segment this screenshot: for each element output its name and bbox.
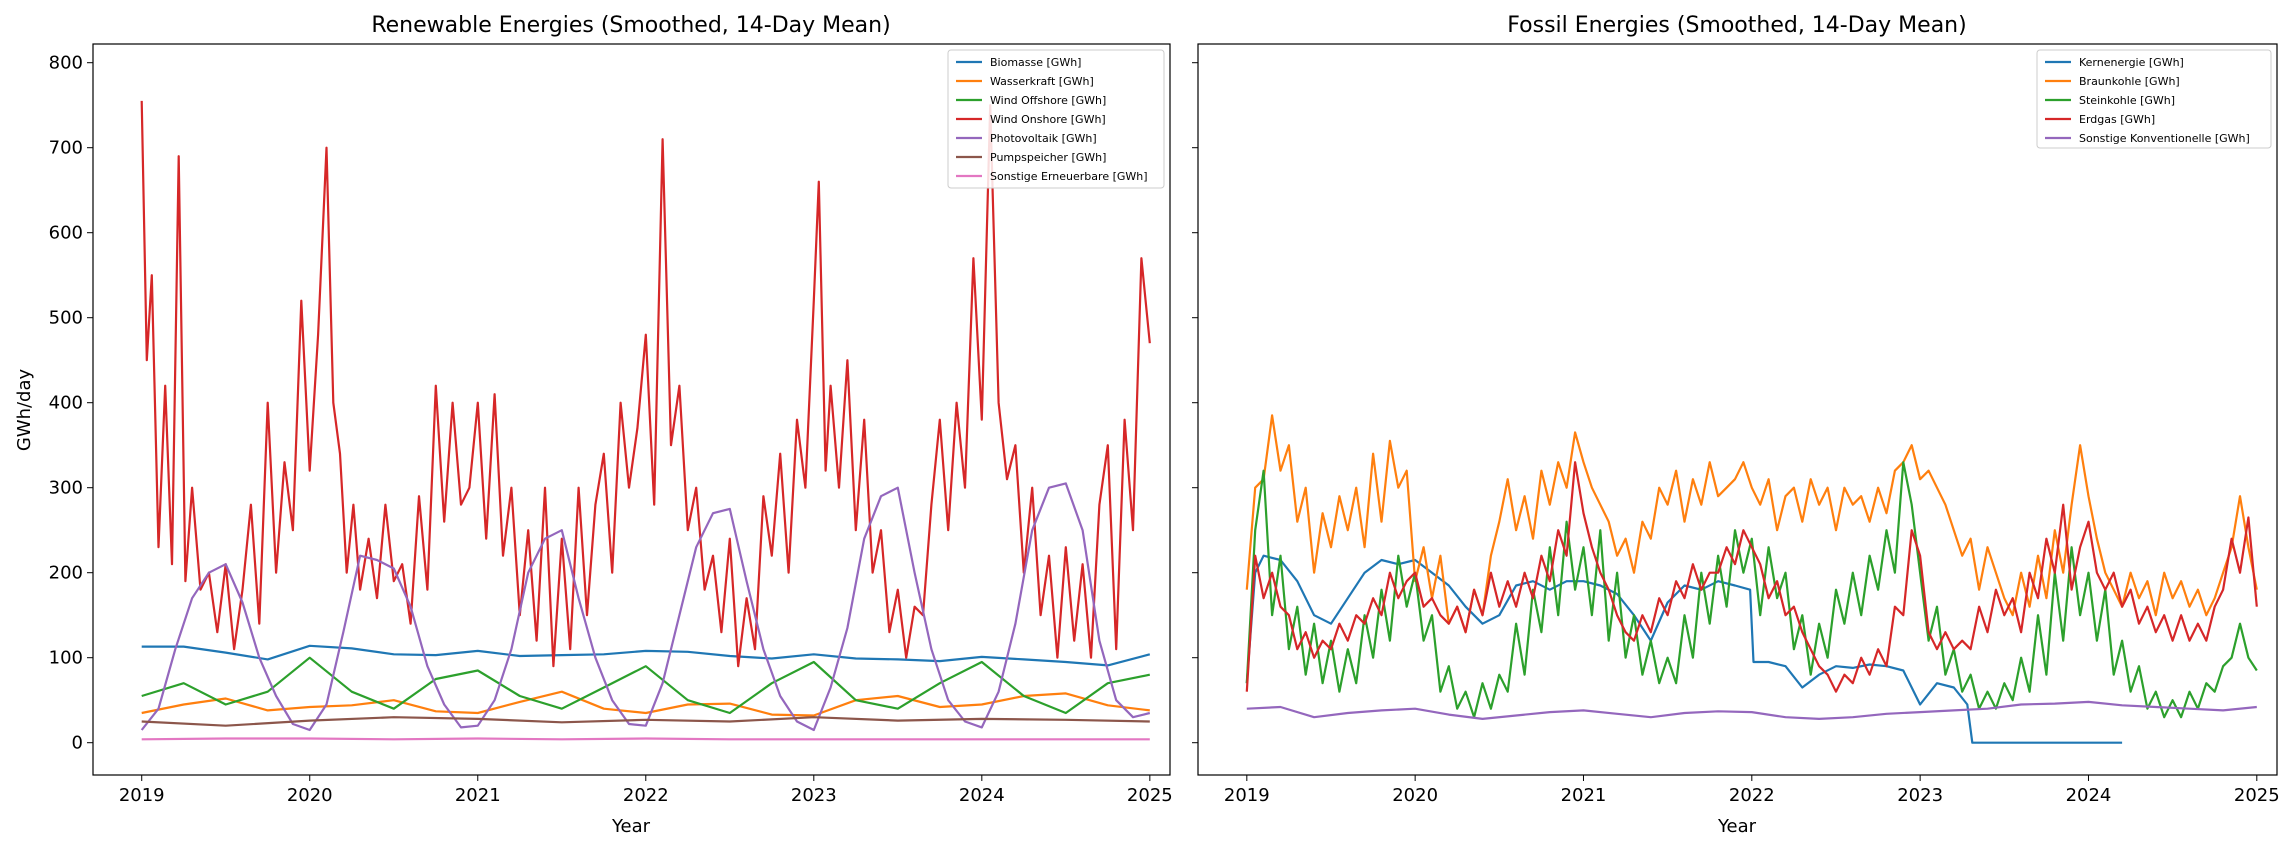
x-tick-label: 2024 <box>959 785 1005 806</box>
fossil-legend-box <box>2036 49 2272 149</box>
x-tick-label: 2023 <box>791 785 837 806</box>
series-line-kernenergie <box>1245 554 2123 744</box>
y-tick-label: 600 <box>49 223 83 244</box>
renewable-plot-frame <box>92 43 1171 776</box>
x-tick-label: 2022 <box>1729 785 1775 806</box>
legend-label: Wind Onshore [GWh] <box>990 113 1106 126</box>
y-tick-label: 800 <box>49 53 83 74</box>
fossil-legend: Kernenergie [GWh] Braunkohle [GWh] Steinko… <box>2036 49 2272 149</box>
legend-label: Sonstige Konventionelle [GWh] <box>2079 132 2250 145</box>
x-tick-label: 2025 <box>2234 785 2280 806</box>
series-line-wind-offshore <box>141 656 1151 715</box>
y-tick-label: 100 <box>49 648 83 669</box>
x-tick-label: 2021 <box>455 785 501 806</box>
legend-label: Kernenergie [GWh] <box>2079 56 2184 69</box>
renewable-legend: Biomasse [GWh] Wasserkraft [GWh] Wind Offs… <box>947 49 1165 189</box>
fossil-chart-panel: Fossil Energies (Smoothed, 14-Day Mean) … <box>1192 13 2280 837</box>
y-tick-label: 300 <box>49 478 83 499</box>
series-line-sonstige-erneuerbare <box>141 737 1150 741</box>
fossil-x-ticks: 2019 2020 2021 2022 2023 2024 2025 <box>1224 775 2280 806</box>
x-tick-label: 2020 <box>1392 785 1438 806</box>
series-line-photovoltaik <box>140 482 1151 732</box>
fossil-series-lines <box>1245 414 2258 744</box>
renewable-chart-title: Renewable Energies (Smoothed, 14-Day Mea… <box>371 13 890 38</box>
series-line-wind-onshore <box>140 100 1151 668</box>
series-line-sonstige-konventionelle <box>1246 700 2257 721</box>
x-tick-label: 2025 <box>1127 785 1173 806</box>
renewable-legend-box <box>947 49 1165 189</box>
series-line-biomasse <box>141 644 1151 667</box>
legend-label: Wind Offshore [GWh] <box>990 94 1106 107</box>
y-tick-label: 0 <box>72 733 83 754</box>
series-line-erdgas <box>1245 461 2258 693</box>
series-line-pumpspeicher <box>141 716 1150 727</box>
legend-label: Wasserkraft [GWh] <box>990 75 1094 88</box>
x-tick-label: 2021 <box>1561 785 1607 806</box>
x-tick-label: 2022 <box>623 785 669 806</box>
y-tick-label: 500 <box>49 308 83 329</box>
x-tick-label: 2020 <box>287 785 333 806</box>
fossil-chart-title: Fossil Energies (Smoothed, 14-Day Mean) <box>1507 13 1966 38</box>
x-tick-label: 2019 <box>1224 785 1270 806</box>
x-tick-label: 2024 <box>2066 785 2112 806</box>
renewable-series-lines <box>140 100 1151 741</box>
legend-label: Photovoltaik [GWh] <box>990 132 1097 145</box>
legend-label: Braunkohle [GWh] <box>2079 75 2180 88</box>
fossil-x-axis-label: Year <box>1717 816 1757 837</box>
y-tick-label: 400 <box>49 393 83 414</box>
fossil-y-ticks <box>1192 62 1198 744</box>
renewable-x-axis-label: Year <box>611 816 651 837</box>
renewable-y-axis-label: GWh/day <box>14 368 35 451</box>
series-line-wasserkraft <box>141 690 1150 717</box>
renewable-x-ticks: 2019 2020 2021 2022 2023 2024 2025 <box>119 775 1173 806</box>
fossil-plot-frame <box>1197 43 2278 776</box>
legend-label: Pumpspeicher [GWh] <box>990 151 1106 164</box>
x-tick-label: 2023 <box>1897 785 1943 806</box>
x-tick-label: 2019 <box>119 785 165 806</box>
legend-label: Steinkohle [GWh] <box>2079 94 2175 107</box>
legend-label: Erdgas [GWh] <box>2079 113 2155 126</box>
legend-label: Sonstige Erneuerbare [GWh] <box>990 170 1148 183</box>
renewable-chart-panel: Renewable Energies (Smoothed, 14-Day Mea… <box>14 13 1173 837</box>
y-tick-label: 700 <box>49 138 83 159</box>
y-tick-label: 200 <box>49 563 83 584</box>
legend-label: Biomasse [GWh] <box>990 56 1081 69</box>
renewable-y-ticks: 0 100 200 300 400 500 600 700 800 <box>49 53 93 754</box>
